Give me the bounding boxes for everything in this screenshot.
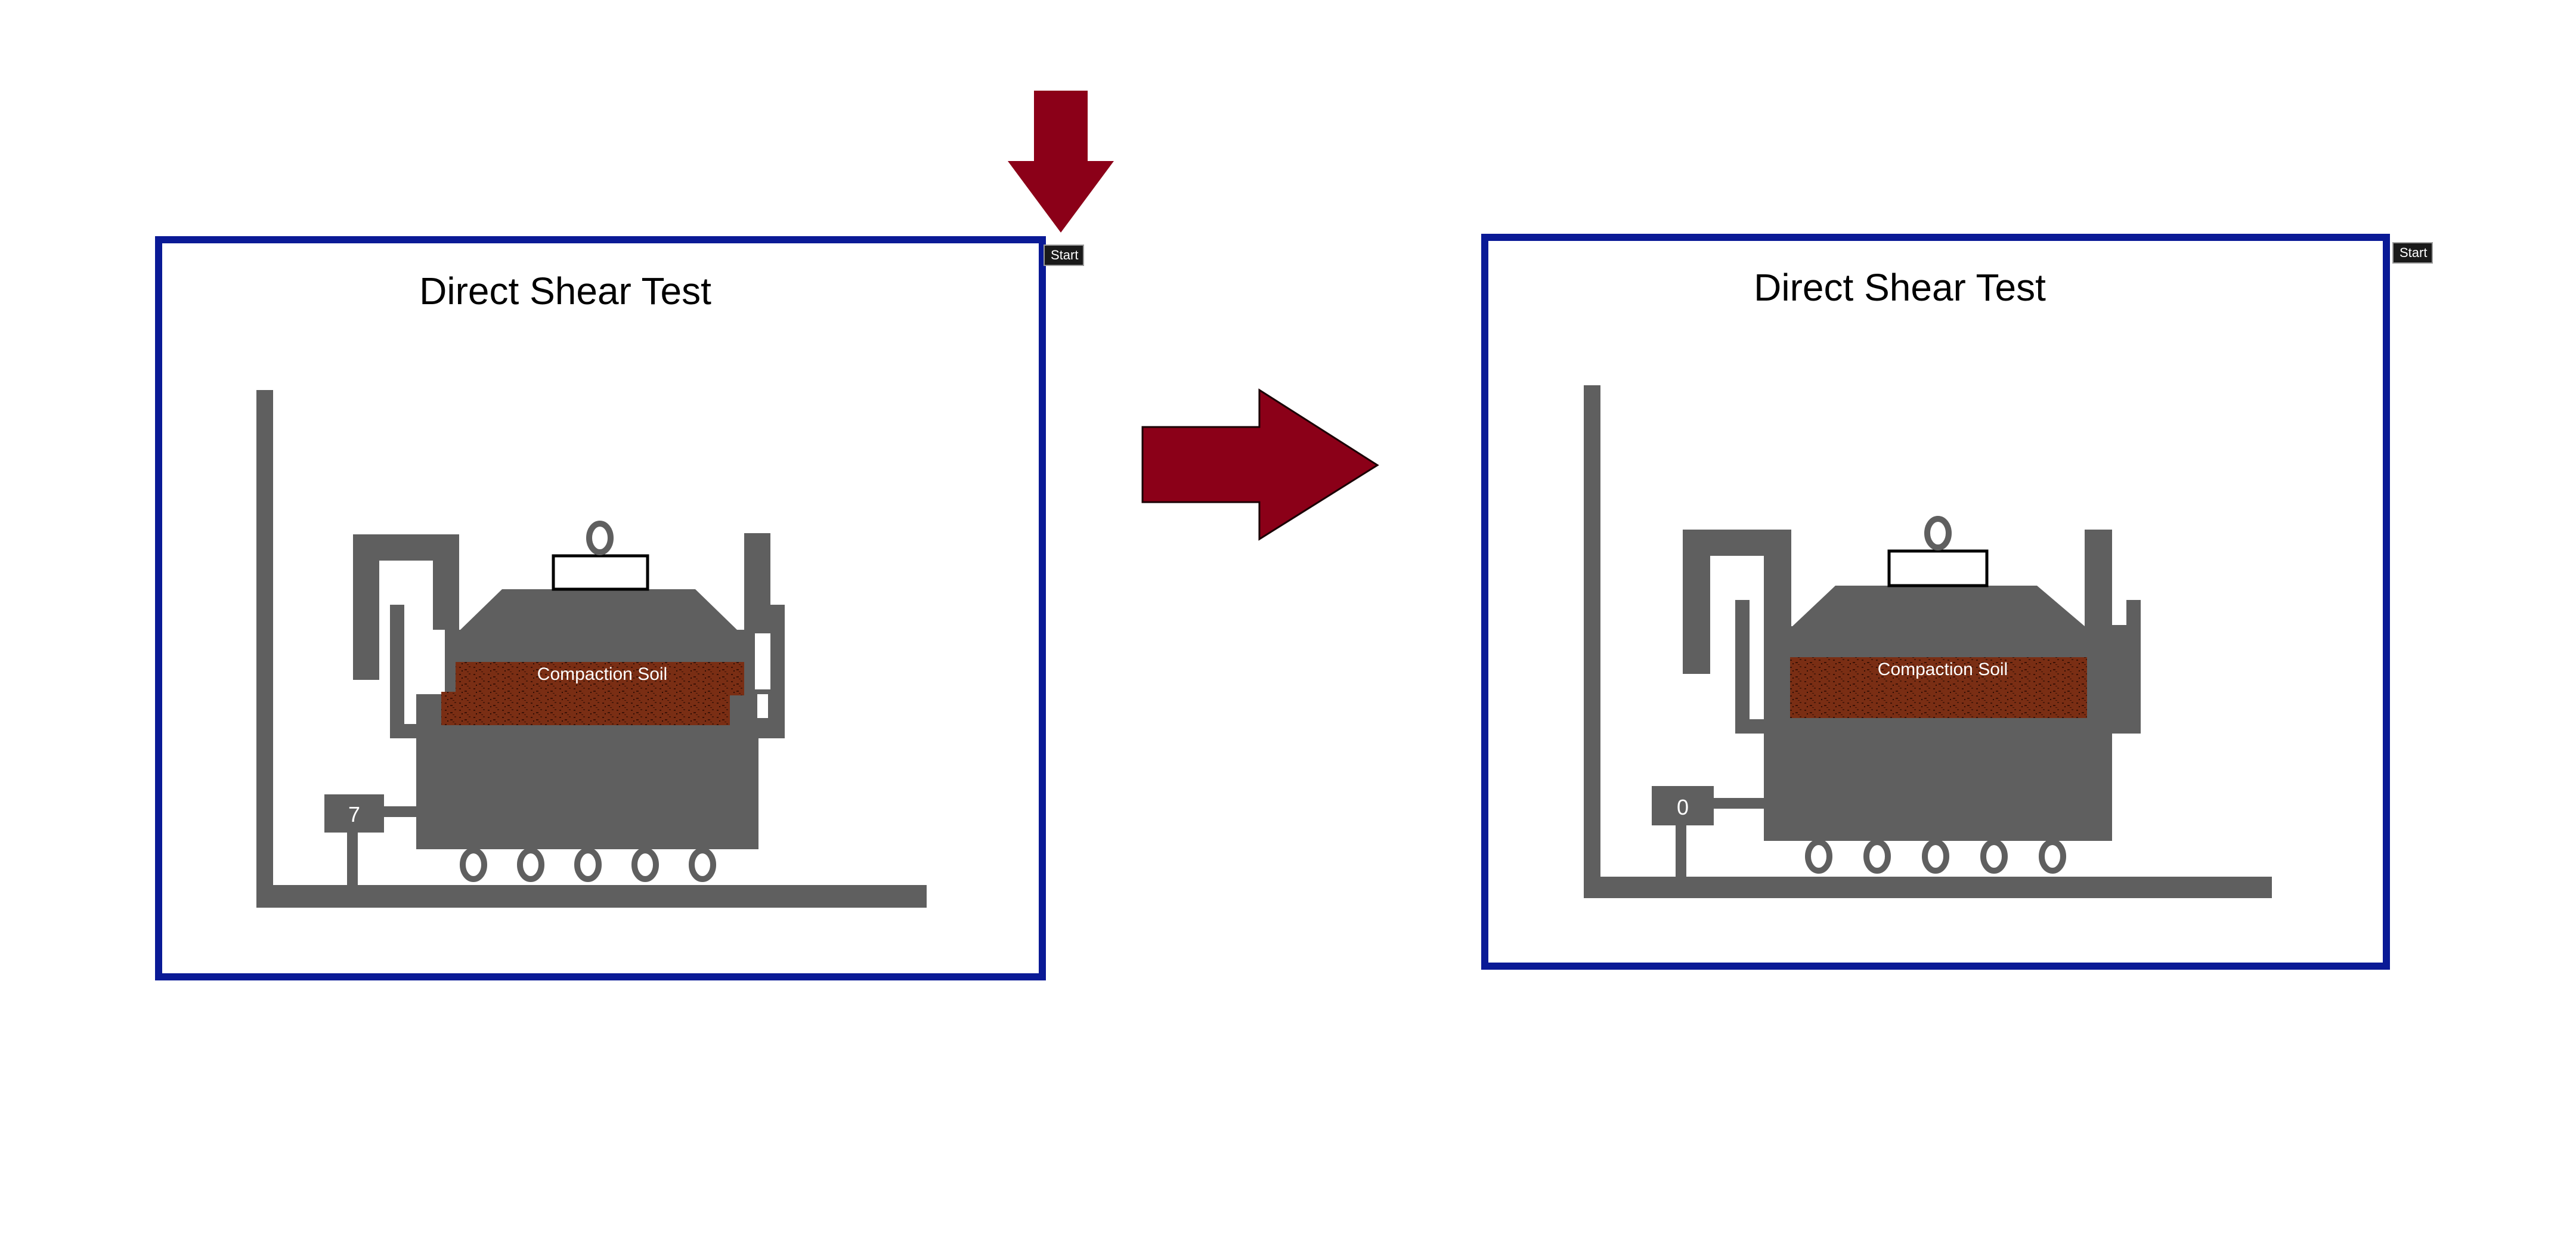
right-clamp bbox=[2085, 530, 2141, 734]
left-bracket bbox=[1683, 530, 1791, 734]
right-clamp bbox=[744, 533, 785, 738]
base-frame bbox=[1584, 385, 2272, 898]
soil-sample bbox=[1790, 657, 2087, 718]
panel-title: Direct Shear Test bbox=[1754, 266, 2046, 309]
clamp-gap bbox=[757, 694, 768, 718]
left-bracket bbox=[353, 534, 459, 738]
dial-gauge: 0 bbox=[1652, 786, 1764, 877]
soil-sample-lower bbox=[441, 692, 730, 725]
roller-row bbox=[1805, 839, 2066, 874]
loading-yoke bbox=[552, 521, 649, 591]
panel-right: Direct Shear Test 0 bbox=[1481, 234, 2390, 970]
soil-label: Compaction Soil bbox=[1878, 660, 2008, 679]
loading-yoke bbox=[1887, 516, 1989, 587]
gauge-reading: 0 bbox=[1677, 795, 1689, 819]
start-button-right[interactable]: Start bbox=[2392, 242, 2433, 264]
base-frame bbox=[256, 390, 927, 908]
soil-label: Compaction Soil bbox=[537, 664, 667, 684]
soil-sample-upper bbox=[456, 662, 744, 695]
panel-left: Direct Shear Test 7 bbox=[155, 236, 1046, 980]
right-arrow-icon bbox=[1141, 388, 1379, 541]
panel-title: Direct Shear Test bbox=[419, 270, 711, 312]
start-button-left[interactable]: Start bbox=[1044, 245, 1084, 266]
down-arrow-icon bbox=[1008, 91, 1114, 233]
gauge-reading: 7 bbox=[348, 802, 360, 827]
roller-row bbox=[460, 847, 716, 882]
dial-gauge: 7 bbox=[324, 794, 420, 886]
